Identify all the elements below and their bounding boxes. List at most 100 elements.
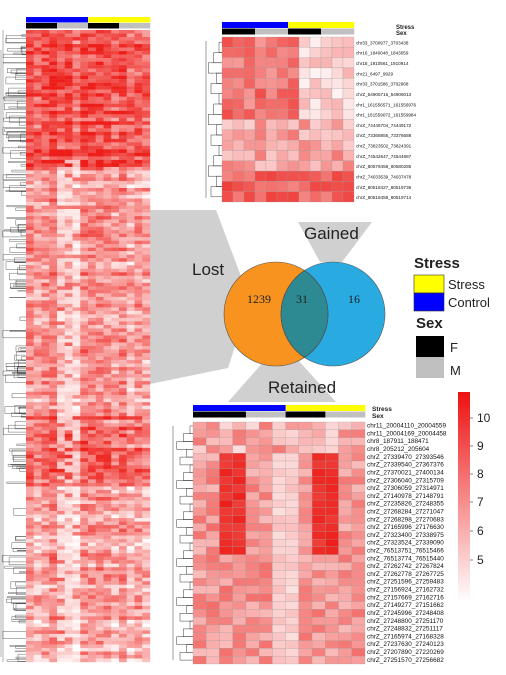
bottom-heatmap-cell <box>192 445 207 454</box>
top-heatmap-cell <box>232 160 245 172</box>
bottom-heatmap-cell <box>232 562 247 571</box>
bottom-heatmap-cell <box>311 484 326 493</box>
left-heatmap-cell <box>64 268 73 273</box>
left-heatmap-cell <box>142 188 151 192</box>
left-heatmap-cell <box>103 173 112 178</box>
left-heatmap-cell <box>95 430 104 434</box>
bottom-heatmap-cell <box>192 421 207 430</box>
left-heatmap-cell <box>126 381 135 385</box>
left-heatmap-cell <box>26 58 34 62</box>
bottom-heatmap-cell <box>311 453 326 462</box>
bottom-heatmap-cell <box>232 437 247 446</box>
bottom-heatmap-cell <box>192 585 207 594</box>
top-annotation-label-stress: Stress <box>396 25 415 31</box>
top-heatmap-cell <box>309 67 322 79</box>
left-heatmap-cell <box>26 68 34 73</box>
left-heatmap-cell <box>88 539 96 543</box>
left-heatmap-cell <box>57 426 65 431</box>
left-heatmap-cell <box>134 507 143 512</box>
bottom-heatmap-cell <box>219 531 233 540</box>
bottom-heatmap-cell <box>219 523 233 532</box>
colorbar-tick-label: 6 <box>477 524 484 538</box>
left-heatmap-cell <box>134 623 143 628</box>
left-heatmap-cell <box>26 486 34 491</box>
bottom-heatmap-cell <box>219 460 233 469</box>
left-heatmap-cell <box>72 170 81 175</box>
left-heatmap-cell <box>49 156 58 161</box>
left-heatmap-cell <box>95 54 104 59</box>
left-heatmap-cell <box>57 539 65 543</box>
left-heatmap-cell <box>80 142 89 147</box>
left-heatmap-cell <box>134 402 143 406</box>
left-heatmap-cell <box>95 89 104 94</box>
left-heatmap-cell <box>41 37 50 41</box>
left-heatmap-cell <box>119 286 127 291</box>
left-heatmap-cell <box>72 180 81 185</box>
left-heatmap-cell <box>134 405 143 410</box>
bottom-heatmap-cell <box>206 468 220 477</box>
bottom-heatmap-cell <box>245 429 260 438</box>
left-heatmap-cell <box>103 103 112 108</box>
left-heatmap-cell <box>49 507 58 512</box>
colorbar <box>458 392 470 602</box>
left-heatmap-cell <box>111 331 120 336</box>
left-heatmap-cell <box>57 216 65 220</box>
left-heatmap-cell <box>57 244 65 248</box>
top-heatmap-cell <box>298 88 311 99</box>
left-heatmap-cell <box>49 209 58 213</box>
left-heatmap-cell <box>103 591 112 596</box>
left-heatmap-cell <box>111 451 120 456</box>
left-heatmap-cell <box>134 518 143 522</box>
left-heatmap-cell <box>134 321 143 326</box>
left-heatmap-cell <box>111 619 120 624</box>
left-heatmap-cell <box>126 419 135 424</box>
left-heatmap-cell <box>80 331 89 336</box>
bottom-heatmap-cell <box>259 429 273 438</box>
left-heatmap-cell <box>64 219 73 224</box>
left-annotation-sex-cell <box>57 23 66 29</box>
left-heatmap-cell <box>111 219 120 224</box>
left-heatmap-cell <box>33 166 42 171</box>
left-heatmap-cell <box>95 619 104 624</box>
left-heatmap-cell <box>64 159 73 164</box>
left-heatmap-cell <box>80 479 89 484</box>
left-heatmap-cell <box>41 395 50 399</box>
bottom-heatmap-cell <box>298 617 313 626</box>
bottom-heatmap-cell <box>311 570 326 579</box>
left-heatmap-cell <box>72 447 81 452</box>
left-heatmap-cell <box>80 525 89 529</box>
left-heatmap-cell <box>103 619 112 624</box>
left-annotation-sex-cell <box>64 23 73 29</box>
left-heatmap-cell <box>41 489 50 494</box>
top-heatmap-cell <box>331 67 344 79</box>
left-heatmap-cell <box>64 598 73 603</box>
bottom-heatmap-cell <box>311 640 326 649</box>
left-heatmap-cell <box>64 131 73 136</box>
left-heatmap-cell <box>80 293 89 298</box>
left-heatmap-cell <box>41 465 50 470</box>
left-heatmap-cell <box>41 40 50 45</box>
left-heatmap-cell <box>57 521 65 526</box>
left-heatmap-cell <box>64 33 73 38</box>
left-heatmap-cell <box>111 560 120 564</box>
left-heatmap-cell <box>95 68 104 73</box>
left-heatmap-cell <box>57 472 65 477</box>
left-heatmap-cell <box>80 370 89 375</box>
left-heatmap-cell <box>111 381 120 385</box>
left-heatmap-cell <box>64 353 73 357</box>
bottom-heatmap-cell <box>325 656 339 665</box>
left-heatmap-cell <box>64 75 73 80</box>
left-heatmap-cell <box>26 595 34 599</box>
left-heatmap-cell <box>41 356 50 361</box>
left-heatmap-cell <box>57 493 65 498</box>
left-heatmap-cell <box>41 47 50 52</box>
left-heatmap-cell <box>33 33 42 38</box>
left-heatmap-cell <box>119 651 127 656</box>
left-heatmap-cell <box>49 198 58 203</box>
left-heatmap-cell <box>95 152 104 157</box>
left-heatmap-cell <box>134 367 143 371</box>
left-heatmap-cell <box>57 507 65 512</box>
top-heatmap-cell <box>265 47 278 58</box>
left-heatmap-cell <box>57 223 65 227</box>
left-heatmap-cell <box>33 40 42 45</box>
